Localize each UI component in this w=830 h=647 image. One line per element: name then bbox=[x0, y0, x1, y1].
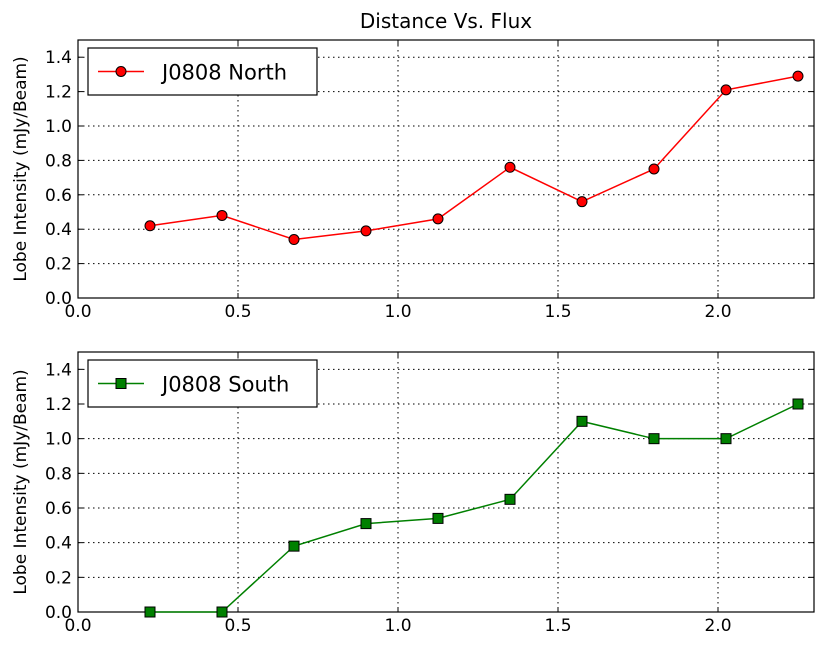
data-point bbox=[504, 161, 516, 173]
legend-label: J0808 South bbox=[160, 373, 289, 397]
y-tick-label: 1.0 bbox=[45, 430, 72, 450]
data-point bbox=[720, 84, 732, 96]
legend-label: J0808 North bbox=[160, 61, 287, 85]
y-axis-label: Lobe Intensity (mJy/Beam) bbox=[11, 56, 31, 281]
data-point bbox=[360, 225, 372, 237]
data-point bbox=[216, 209, 228, 221]
data-point bbox=[216, 606, 228, 618]
data-point bbox=[504, 493, 516, 505]
data-point bbox=[792, 398, 804, 410]
plot-frame bbox=[77, 39, 815, 299]
y-axis-label: Lobe Intensity (mJy/Beam) bbox=[11, 369, 31, 594]
x-tick-label: 0.5 bbox=[224, 616, 251, 636]
y-tick-label: 0.2 bbox=[45, 255, 72, 275]
data-point bbox=[144, 606, 156, 618]
x-tick-label: 1.5 bbox=[544, 616, 571, 636]
y-tick-label: 1.0 bbox=[45, 117, 72, 137]
x-tick-label: 0.5 bbox=[224, 302, 251, 322]
x-tick-label: 2.0 bbox=[704, 302, 731, 322]
y-tick-label: 1.4 bbox=[45, 360, 72, 380]
data-point bbox=[792, 70, 804, 82]
y-tick-label: 0.0 bbox=[45, 603, 72, 623]
y-tick-label: 0.8 bbox=[45, 464, 72, 484]
data-point bbox=[144, 220, 156, 232]
y-tick-label: 0.0 bbox=[45, 289, 72, 309]
legend: J0808 North bbox=[87, 47, 318, 96]
data-point bbox=[288, 234, 300, 246]
legend-box bbox=[87, 359, 318, 408]
series-line bbox=[149, 75, 799, 241]
data-point bbox=[576, 196, 588, 208]
y-tick-label: 1.4 bbox=[45, 48, 72, 68]
y-tick-label: 0.6 bbox=[45, 186, 72, 206]
data-point bbox=[576, 415, 588, 427]
y-tick-label: 0.6 bbox=[45, 499, 72, 519]
y-tick-label: 1.2 bbox=[45, 83, 72, 103]
chart-panel-2: 0.0 0.5 1.0 1.5 2.0 0.0 0.2 0.4 0.6 0.8 1.0 1.2 1.4 L… bbox=[11, 351, 815, 636]
chart-panel-1: 0.0 0.5 1.0 1.5 2.0 0.0 0.2 0.4 0.6 0.8 1.0 1.2 1.4 D… bbox=[11, 9, 815, 322]
data-point bbox=[432, 512, 444, 524]
x-tick-label: 0.0 bbox=[64, 616, 91, 636]
chart-title: Distance Vs. Flux bbox=[360, 9, 532, 33]
x-tick-label: 1.0 bbox=[384, 302, 411, 322]
x-tick-label: 2.0 bbox=[704, 616, 731, 636]
series-line bbox=[150, 403, 799, 613]
x-tick-label: 1.0 bbox=[384, 616, 411, 636]
x-tick-label: 0.0 bbox=[64, 302, 91, 322]
y-tick-label: 0.8 bbox=[45, 151, 72, 171]
plot-frame bbox=[77, 351, 815, 613]
data-point bbox=[648, 433, 660, 445]
data-point bbox=[288, 540, 300, 552]
y-tick-label: 0.2 bbox=[45, 568, 72, 588]
data-point bbox=[720, 433, 732, 445]
legend-marker bbox=[115, 66, 127, 77]
data-point bbox=[360, 518, 372, 530]
legend-marker bbox=[115, 378, 127, 389]
y-tick-label: 0.4 bbox=[45, 220, 72, 240]
data-point bbox=[432, 213, 444, 225]
y-tick-label: 1.2 bbox=[45, 395, 72, 415]
y-tick-label: 0.4 bbox=[45, 534, 72, 554]
x-tick-label: 1.5 bbox=[544, 302, 571, 322]
data-point bbox=[648, 163, 660, 175]
legend: J0808 South bbox=[87, 359, 318, 408]
